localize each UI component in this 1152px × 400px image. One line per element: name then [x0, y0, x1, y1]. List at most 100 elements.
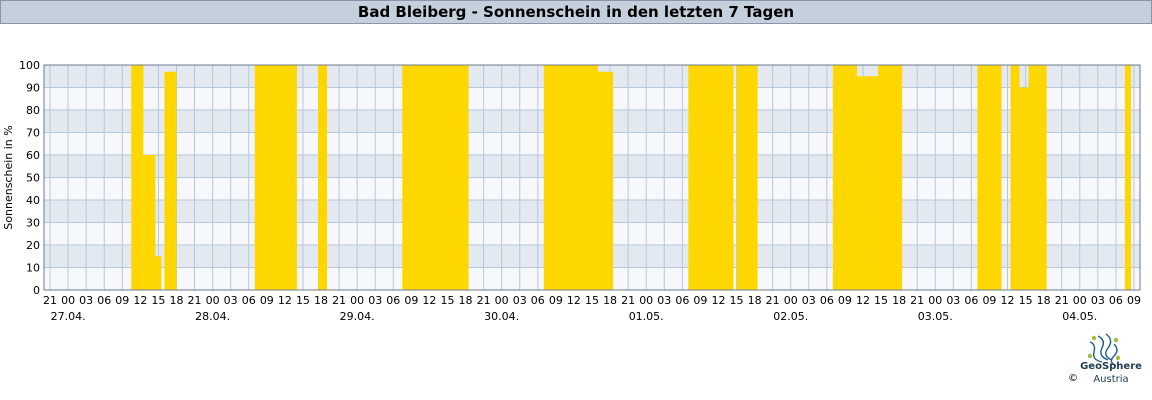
y-tick-label: 60 — [26, 149, 40, 162]
x-tick-label: 06 — [242, 294, 256, 307]
x-tick-label: 00 — [206, 294, 220, 307]
x-tick-label: 03 — [79, 294, 93, 307]
x-tick-label: 15 — [296, 294, 310, 307]
x-tick-label: 09 — [549, 294, 563, 307]
x-tick-label: 15 — [1019, 294, 1033, 307]
sunshine-bar — [856, 76, 879, 290]
sunshine-bar — [402, 65, 469, 290]
x-tick-label: 12 — [422, 294, 436, 307]
x-tick-label: 15 — [585, 294, 599, 307]
x-tick-label: 15 — [874, 294, 888, 307]
x-tick-label: 12 — [567, 294, 581, 307]
x-tick-label: 00 — [639, 294, 653, 307]
x-tick-label: 06 — [97, 294, 111, 307]
y-tick-label: 0 — [33, 284, 40, 297]
x-tick-label: 06 — [964, 294, 978, 307]
date-label: 27.04. — [51, 310, 86, 323]
x-tick-label: 15 — [151, 294, 165, 307]
sunshine-bar — [1028, 65, 1047, 290]
y-tick-label: 20 — [26, 239, 40, 252]
y-tick-label: 70 — [26, 127, 40, 140]
y-tick-label: 50 — [26, 172, 40, 185]
x-tick-label: 12 — [856, 294, 870, 307]
x-tick-label: 06 — [386, 294, 400, 307]
x-tick-label: 03 — [946, 294, 960, 307]
x-tick-label: 12 — [1001, 294, 1015, 307]
x-tick-label: 18 — [892, 294, 906, 307]
x-tick-label: 03 — [802, 294, 816, 307]
x-tick-label: 03 — [368, 294, 382, 307]
x-tick-label: 09 — [404, 294, 418, 307]
sunshine-bar — [878, 65, 903, 290]
x-tick-label: 09 — [115, 294, 129, 307]
x-tick-label: 06 — [1109, 294, 1123, 307]
x-tick-label: 00 — [61, 294, 75, 307]
x-tick-label: 18 — [748, 294, 762, 307]
geosphere-logo-icon — [1087, 333, 1121, 367]
date-label: 01.05. — [629, 310, 664, 323]
sunshine-bar — [543, 65, 599, 290]
x-tick-label: 09 — [260, 294, 274, 307]
x-tick-label: 21 — [766, 294, 780, 307]
plot-border — [43, 64, 1141, 291]
x-tick-label: 00 — [928, 294, 942, 307]
x-tick-label: 12 — [133, 294, 147, 307]
x-tick-label: 03 — [657, 294, 671, 307]
date-label: 29.04. — [340, 310, 375, 323]
x-tick-label: 21 — [910, 294, 924, 307]
date-label: 03.05. — [918, 310, 953, 323]
x-tick-label: 21 — [188, 294, 202, 307]
x-tick-label: 06 — [820, 294, 834, 307]
x-tick-label: 21 — [43, 294, 57, 307]
x-tick-label: 12 — [711, 294, 725, 307]
sunshine-bar — [688, 65, 734, 290]
x-tick-label: 09 — [693, 294, 707, 307]
brand-subtitle: Austria — [1093, 374, 1129, 385]
x-tick-label: 00 — [495, 294, 509, 307]
sunshine-bar — [164, 71, 177, 290]
y-tick-label: 10 — [26, 262, 40, 275]
x-tick-label: 00 — [350, 294, 364, 307]
x-tick-label: 21 — [477, 294, 491, 307]
sunshine-bar — [254, 65, 297, 290]
y-tick-label: 40 — [26, 194, 40, 207]
x-tick-label: 06 — [675, 294, 689, 307]
y-axis-label: Sonnenschein in % — [2, 125, 15, 229]
x-tick-label: 09 — [982, 294, 996, 307]
chart-title: Bad Bleiberg - Sonnenschein in den letzt… — [0, 0, 1152, 24]
sunshine-bar — [1010, 65, 1020, 290]
x-tick-label: 18 — [314, 294, 328, 307]
sunshine-bar — [143, 155, 156, 290]
x-tick-label: 03 — [224, 294, 238, 307]
brand-name: GeoSphere — [1080, 361, 1142, 372]
sunshine-bar — [1019, 87, 1029, 290]
sunshine-bar — [318, 65, 328, 290]
x-tick-label: 09 — [1127, 294, 1141, 307]
sunshine-bar — [598, 71, 614, 290]
x-tick-label: 03 — [513, 294, 527, 307]
x-tick-label: 21 — [621, 294, 635, 307]
y-tick-label: 100 — [19, 59, 40, 72]
x-tick-label: 12 — [278, 294, 292, 307]
y-tick-label: 90 — [26, 82, 40, 95]
sunshine-bar — [832, 65, 857, 290]
x-tick-label: 18 — [169, 294, 183, 307]
x-tick-label: 03 — [1091, 294, 1105, 307]
sunshine-bar — [977, 65, 1002, 290]
date-label: 02.05. — [773, 310, 808, 323]
date-label: 28.04. — [195, 310, 230, 323]
x-tick-label: 18 — [1037, 294, 1051, 307]
x-tick-label: 00 — [784, 294, 798, 307]
x-tick-label: 09 — [838, 294, 852, 307]
x-tick-label: 00 — [1073, 294, 1087, 307]
copyright-symbol: © — [1068, 373, 1078, 384]
x-tick-label: 21 — [332, 294, 346, 307]
x-tick-label: 18 — [459, 294, 473, 307]
date-label: 30.04. — [484, 310, 519, 323]
x-tick-label: 15 — [730, 294, 744, 307]
sunshine-bar — [736, 65, 758, 290]
x-tick-label: 06 — [531, 294, 545, 307]
x-tick-label: 15 — [440, 294, 454, 307]
x-tick-label: 21 — [1055, 294, 1069, 307]
